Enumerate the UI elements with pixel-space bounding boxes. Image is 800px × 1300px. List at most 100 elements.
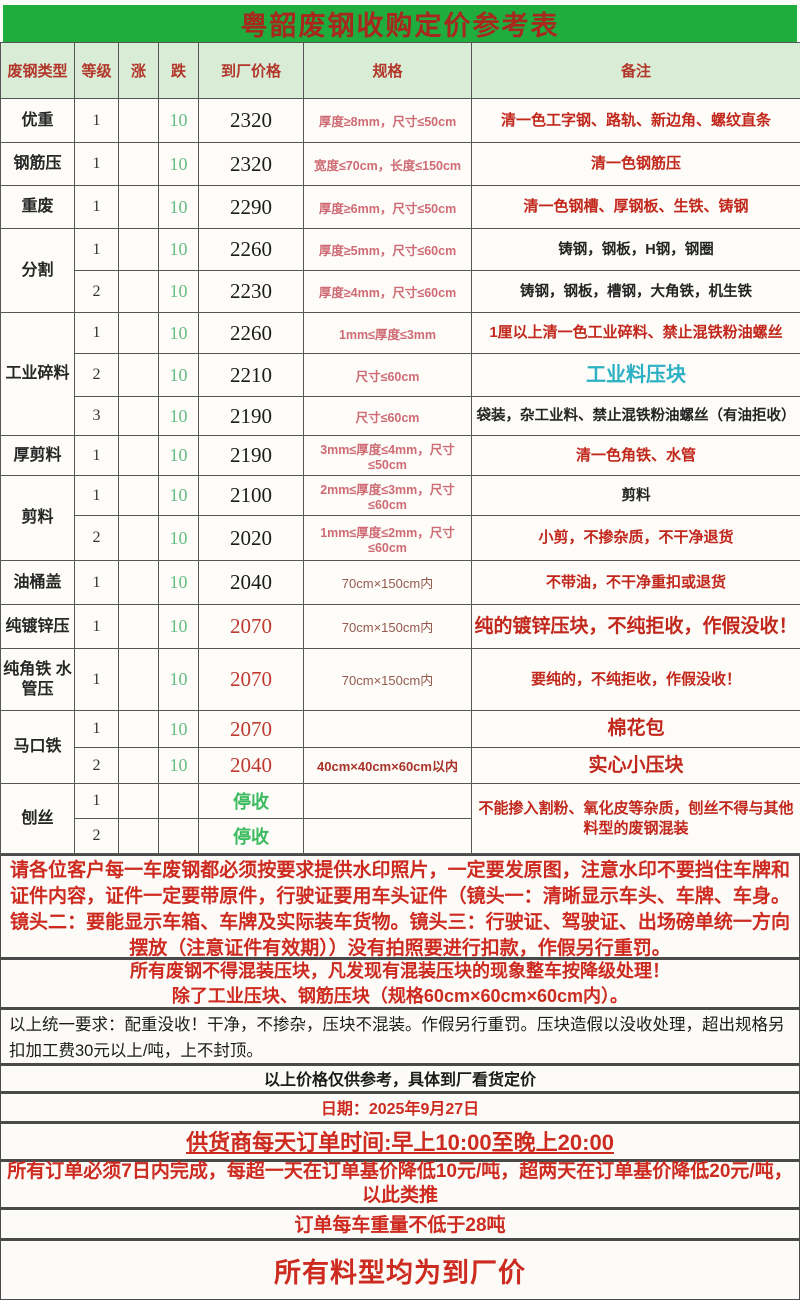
remark-cell: 清一色角铁、水管: [471, 435, 800, 476]
notice-no-mixed-blocks: 所有废钢不得混装压块，凡发现有混装压块的现象整车按降级处理！ 除了工业压块、钢筋…: [0, 958, 800, 1008]
grade-cell: 2: [74, 747, 119, 784]
table-row: 油桶盖 1 10 2040 70cm×150cm内 不带油，不干净重扣或退货: [0, 560, 800, 605]
grade-cell: 1: [74, 783, 119, 819]
table-row: 马口铁 1 10 2070 棉花包: [0, 710, 800, 784]
remark-cell: 清一色钢槽、厚钢板、生铁、铸钢: [471, 185, 800, 229]
grade-cell: 2: [74, 270, 119, 313]
col-header-spec: 规格: [303, 42, 472, 99]
rise-cell: [118, 396, 159, 436]
price-cell: 2190: [198, 396, 304, 436]
grade-cell: 1: [74, 604, 119, 649]
grade-cell: 1: [74, 312, 119, 354]
table-row: 2 10 2210 尺寸≤60cm 工业料压块: [1, 353, 800, 397]
scrap-type-cell: 纯镀锌压: [0, 604, 75, 649]
rise-cell: [118, 783, 159, 819]
rise-cell: [118, 747, 159, 784]
notice-order-deadline: 所有订单必须7日内完成，每超一天在订单基价降低10元/吨，超两天在订单基价降低2…: [0, 1159, 800, 1208]
grade-cell: 3: [74, 396, 119, 436]
spec-cell: 宽度≤70cm，长度≤150cm: [303, 142, 472, 186]
remark-cell: 工业料压块: [471, 353, 800, 397]
fall-cell: 10: [158, 747, 199, 784]
fall-cell: 10: [158, 142, 199, 186]
table-row: 工业碎料 1 10 2260 1mm≤厚度≤3mm 1厘以上清一色工业碎料、禁止混铁粉油螺…: [0, 312, 800, 436]
price-cell: 2040: [198, 560, 304, 605]
notice-price-reference-only: 以上价格仅供参考，具体到厂看货定价: [0, 1064, 800, 1092]
table-row: 2 10 2230 厚度≥4mm，尺寸≤60cm 铸钢，钢板，槽钢，大角铁，机生铁: [1, 270, 800, 313]
scrap-type-cell: 剪料: [0, 475, 75, 561]
scrap-type-cell: 钢筋压: [0, 142, 75, 186]
fall-cell: 10: [158, 604, 199, 649]
page-title: 粤韶废钢收购定价参考表: [240, 11, 560, 41]
scrap-type-cell: 优重: [0, 98, 75, 143]
rise-cell: [118, 648, 159, 711]
title-bar-wrap: 粤韶废钢收购定价参考表: [0, 0, 800, 42]
spec-cell: 40cm×40cm×60cm以内: [303, 747, 472, 784]
spec-cell: [303, 818, 472, 854]
spec-cell: 厚度≥4mm，尺寸≤60cm: [303, 270, 472, 313]
fall-cell: 10: [158, 435, 199, 476]
remark-cell: 铸钢，钢板，H钢，钢圈: [471, 228, 800, 271]
grade-cell: 1: [74, 648, 119, 711]
fall-cell: 10: [158, 98, 199, 143]
spec-cell: 厚度≥5mm，尺寸≤60cm: [303, 228, 472, 271]
notice-date: 日期：2025年9月27日: [0, 1091, 800, 1122]
notice-watermark-rules: 请各位客户每一车废钢都必须按要求提供水印照片，一定要发原图，注意水印不要挡住车牌…: [0, 854, 800, 959]
col-header-scrap-type: 废钢类型: [0, 42, 75, 99]
price-cell: 2070: [198, 710, 304, 748]
rise-cell: [118, 560, 159, 605]
table-row: 厚剪料 1 10 2190 3mm≤厚度≤4mm，尺寸≤50cm 清一色角铁、水管: [0, 435, 800, 476]
spec-cell: 2mm≤厚度≤3mm，尺寸≤60cm: [303, 475, 472, 516]
fall-cell: 10: [158, 560, 199, 605]
spec-cell: 1mm≤厚度≤2mm，尺寸≤60cm: [303, 515, 472, 561]
price-cell: 2320: [198, 98, 304, 143]
rise-cell: [118, 435, 159, 476]
remark-cell: 纯的镀锌压块，不纯拒收，作假没收！: [471, 604, 800, 649]
remark-cell: 袋装，杂工业料、禁止混铁粉油螺丝（有油拒收）: [471, 396, 800, 436]
spec-cell: 尺寸≤60cm: [303, 396, 472, 436]
table-row: 纯镀锌压 1 10 2070 70cm×150cm内 纯的镀锌压块，不纯拒收，作假没收！: [0, 604, 800, 649]
spec-cell: 70cm×150cm内: [303, 604, 472, 649]
scrap-type-cell: 重废: [0, 185, 75, 229]
col-header-fall: 跌: [158, 42, 199, 99]
title-bar: 粤韶废钢收购定价参考表: [3, 5, 797, 42]
table-row: 2 停收: [1, 818, 800, 854]
rise-cell: [118, 353, 159, 397]
grade-cell: 1: [74, 475, 119, 516]
table-row: 2 10 2020 1mm≤厚度≤2mm，尺寸≤60cm 小剪，不掺杂质，不干净退货: [1, 515, 800, 561]
grade-cell: 2: [74, 818, 119, 854]
price-cell: 停收: [198, 783, 304, 819]
remark-cell: 要纯的，不纯拒收，作假没收！: [471, 648, 800, 711]
price-cell: 2210: [198, 353, 304, 397]
table-row: 2 10 2040 40cm×40cm×60cm以内 实心小压块: [1, 747, 800, 784]
rise-cell: [118, 142, 159, 186]
rise-cell: [118, 312, 159, 354]
spec-cell: 厚度≥8mm，尺寸≤50cm: [303, 98, 472, 143]
spec-cell: 70cm×150cm内: [303, 648, 472, 711]
table-row: 重废 1 10 2290 厚度≥6mm，尺寸≤50cm 清一色钢槽、厚钢板、生铁、铸钢: [0, 185, 800, 229]
remark-cell: 清一色工字钢、路轨、新边角、螺纹直条: [471, 98, 800, 143]
grade-cell: 2: [74, 515, 119, 561]
spec-cell: [303, 710, 472, 748]
table-row: 钢筋压 1 10 2320 宽度≤70cm，长度≤150cm 清一色钢筋压: [0, 142, 800, 186]
price-cell: 2320: [198, 142, 304, 186]
scrap-type-cell: 厚剪料: [0, 435, 75, 476]
rise-cell: [118, 604, 159, 649]
fall-cell: 10: [158, 185, 199, 229]
scrap-type-cell: 纯角铁 水管压: [0, 648, 75, 711]
grade-cell: 1: [74, 710, 119, 748]
price-cell: 2190: [198, 435, 304, 476]
table-row: 3 10 2190 尺寸≤60cm 袋装，杂工业料、禁止混铁粉油螺丝（有油拒收）: [1, 396, 800, 436]
remark-cell: 清一色钢筋压: [471, 142, 800, 186]
table-row: 剪料 1 10 2100 2mm≤厚度≤3mm，尺寸≤60cm 剪料: [0, 475, 800, 561]
fall-cell: [158, 783, 199, 819]
remark-cell: 剪料: [471, 475, 800, 516]
fall-cell: 10: [158, 648, 199, 711]
rise-cell: [118, 270, 159, 313]
remark-cell: 不能掺入割粉、氧化皮等杂质，刨丝不得与其他料型的废钢混装: [471, 783, 800, 854]
fall-cell: 10: [158, 396, 199, 436]
remark-cell: 实心小压块: [471, 747, 800, 784]
fall-cell: 10: [158, 228, 199, 271]
grade-cell: 1: [74, 185, 119, 229]
notice-factory-price: 所有料型均为到厂价: [0, 1239, 800, 1300]
